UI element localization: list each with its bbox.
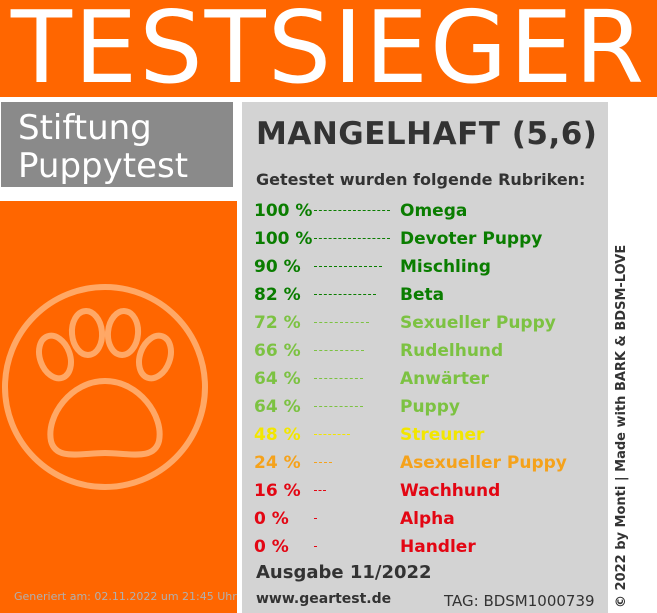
category-name: Streuner — [400, 425, 485, 445]
category-row: 16 % Wachhund — [254, 477, 594, 505]
generated-timestamp: Generiert am: 02.11.2022 um 21:45 Uhr — [14, 590, 237, 603]
category-row: 100 % Devoter Puppy — [254, 225, 594, 253]
category-list: 100 % Omega 100 % Devoter Puppy 90 % Mischlin… — [254, 197, 594, 561]
categories-intro: Getestet wurden folgende Rubriken: — [256, 170, 586, 189]
brand-line-1: Stiftung — [18, 108, 152, 148]
category-percent: 66 % — [254, 341, 301, 361]
category-score-line — [314, 518, 317, 519]
left-column: Stiftung Puppytest Generiert am: 02.11.2… — [0, 97, 237, 613]
category-percent: 82 % — [254, 285, 301, 305]
category-row: 64 % Puppy — [254, 393, 594, 421]
category-row: 100 % Omega — [254, 197, 594, 225]
category-name: Devoter Puppy — [400, 229, 543, 249]
orange-panel — [0, 201, 237, 613]
category-score-line — [314, 378, 363, 379]
category-percent: 100 % — [254, 229, 313, 249]
category-row: 0 % Alpha — [254, 505, 594, 533]
category-percent: 64 % — [254, 397, 301, 417]
category-score-line — [314, 294, 376, 295]
tag-id: TAG: BDSM1000739 — [444, 592, 595, 610]
website-link[interactable]: www.geartest.de — [256, 591, 392, 607]
category-percent: 100 % — [254, 201, 313, 221]
category-name: Rudelhund — [400, 341, 504, 361]
category-percent: 90 % — [254, 257, 301, 277]
category-row: 66 % Rudelhund — [254, 337, 594, 365]
category-row: 48 % Streuner — [254, 421, 594, 449]
category-name: Anwärter — [400, 369, 489, 389]
brand-box: Stiftung Puppytest — [0, 101, 234, 188]
copyright-credit: © 2022 by Monti | Made with BARK & BDSM-… — [614, 244, 629, 608]
banner-title: TESTSIEGER — [10, 0, 647, 106]
issue-label: Ausgabe 11/2022 — [256, 562, 432, 583]
category-score-line — [314, 406, 363, 407]
category-row: 24 % Asexueller Puppy — [254, 449, 594, 477]
paw-icon — [2, 284, 208, 490]
category-name: Alpha — [400, 509, 455, 529]
category-score-line — [314, 322, 369, 323]
category-name: Omega — [400, 201, 468, 221]
category-score-line — [314, 462, 332, 463]
category-score-line — [314, 546, 317, 547]
category-percent: 0 % — [254, 537, 289, 557]
category-percent: 72 % — [254, 313, 301, 333]
category-score-line — [314, 434, 350, 435]
category-score-line — [314, 266, 382, 267]
category-score-line — [314, 210, 390, 211]
brand-line-2: Puppytest — [18, 146, 189, 186]
category-name: Puppy — [400, 397, 460, 417]
category-row: 0 % Handler — [254, 533, 594, 561]
category-row: 72 % Sexueller Puppy — [254, 309, 594, 337]
category-score-line — [314, 490, 326, 491]
category-percent: 16 % — [254, 481, 301, 501]
category-percent: 64 % — [254, 369, 301, 389]
category-row: 82 % Beta — [254, 281, 594, 309]
category-name: Wachhund — [400, 481, 501, 501]
category-percent: 0 % — [254, 509, 289, 529]
category-percent: 24 % — [254, 453, 301, 473]
category-row: 90 % Mischling — [254, 253, 594, 281]
category-score-line — [314, 238, 390, 239]
top-banner: TESTSIEGER — [0, 0, 657, 102]
results-panel: MANGELHAFT (5,6) Getestet wurden folgend… — [242, 102, 608, 613]
category-percent: 48 % — [254, 425, 301, 445]
category-name: Sexueller Puppy — [400, 313, 556, 333]
overall-rating: MANGELHAFT (5,6) — [256, 116, 598, 152]
category-name: Asexueller Puppy — [400, 453, 567, 473]
category-name: Handler — [400, 537, 476, 557]
category-row: 64 % Anwärter — [254, 365, 594, 393]
category-score-line — [314, 350, 364, 351]
category-name: Mischling — [400, 257, 491, 277]
category-name: Beta — [400, 285, 445, 305]
